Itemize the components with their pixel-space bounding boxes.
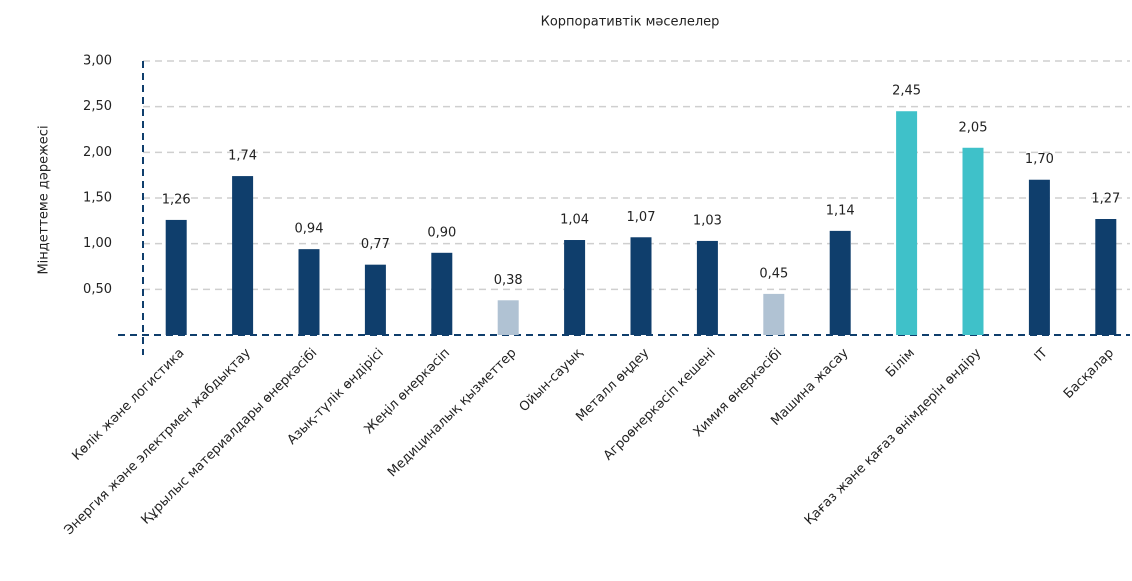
bar [763, 293, 785, 335]
x-tick-label: IT [1032, 346, 1051, 365]
value-label: 1,74 [228, 149, 257, 164]
x-tick-label: Көлік және логистика [69, 346, 187, 464]
value-label: 1,27 [1091, 192, 1120, 207]
bar [298, 249, 320, 335]
value-label: 1,04 [560, 213, 589, 228]
value-label: 0,90 [427, 225, 456, 240]
bar [232, 176, 254, 335]
bar [1095, 219, 1117, 335]
x-tick-label: Медициналық қызметтер [385, 346, 519, 480]
value-label: 1,07 [627, 210, 656, 225]
bar [829, 230, 851, 335]
y-tick-label: 2,50 [83, 99, 112, 114]
value-label: 0,94 [295, 222, 324, 237]
chart-title: Корпоративтік мәселелер [541, 15, 720, 30]
value-label: 0,77 [361, 237, 390, 252]
x-tick-label: Ойын-сауық [517, 346, 586, 415]
y-axis-label: Міндеттеме дәрежесі [37, 125, 52, 274]
bar [165, 219, 187, 335]
bar [1028, 179, 1050, 335]
bar [896, 111, 918, 335]
value-label: 2,45 [892, 84, 921, 99]
y-tick-label: 1,00 [83, 236, 112, 251]
value-label: 0,38 [494, 273, 523, 288]
value-label: 0,45 [759, 266, 788, 281]
bar [564, 240, 586, 335]
bar [497, 300, 519, 335]
x-tick-label: Басқалар [1061, 346, 1117, 402]
value-label: 2,05 [959, 120, 988, 135]
bar [431, 252, 453, 335]
y-tick-label: 3,00 [83, 54, 112, 69]
y-tick-label: 0,50 [83, 282, 112, 297]
value-label: 1,03 [693, 213, 722, 228]
value-label: 1,26 [162, 192, 191, 207]
y-tick-label: 1,50 [83, 191, 112, 206]
x-tick-label: Білім [883, 346, 918, 381]
bar [364, 264, 386, 335]
bar [962, 147, 984, 335]
bar [696, 240, 718, 335]
x-tick-label: Агроөнеркәсіп кешені [601, 346, 719, 464]
bar [630, 237, 652, 335]
y-tick-label: 2,00 [83, 145, 112, 160]
value-label: 1,70 [1025, 152, 1054, 167]
value-label: 1,14 [826, 203, 855, 218]
